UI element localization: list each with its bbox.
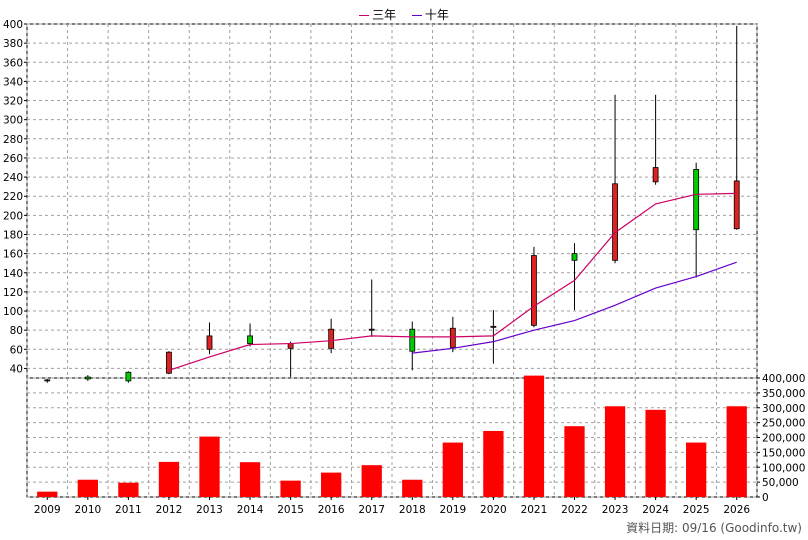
volume-tick-label: 400,000 (762, 373, 805, 385)
candle-body (449, 327, 456, 348)
candle-body (166, 351, 172, 374)
volume-tick-label: 300,000 (762, 403, 805, 415)
x-tick-label: 2012 (156, 504, 183, 516)
candle-body (490, 325, 497, 328)
volume-bar (604, 406, 626, 497)
x-tick-label: 2025 (683, 504, 710, 516)
legend-item-ma10: 十年 (411, 6, 449, 23)
x-tick-label: 2022 (561, 504, 588, 516)
legend-label-ma10: 十年 (424, 8, 449, 22)
volume-tick-label: 150,000 (762, 447, 805, 459)
volume-bar (239, 462, 261, 497)
candle-body (571, 253, 578, 261)
x-tick-label: 2026 (723, 504, 750, 516)
x-tick-label: 2013 (196, 504, 223, 516)
price-tick-label: 360 (3, 57, 23, 69)
x-tick-label: 2009 (34, 504, 61, 516)
volume-bar (645, 409, 666, 497)
x-tick-label: 2018 (399, 504, 426, 516)
x-tick-label: 2021 (521, 504, 548, 516)
volume-tick-label: 250,000 (762, 418, 805, 430)
price-tick-label: 320 (3, 96, 23, 108)
candle-body (368, 328, 375, 331)
price-tick-label: 240 (3, 172, 23, 184)
x-tick-label: 2011 (115, 504, 142, 516)
volume-tick-label: 200,000 (762, 433, 805, 445)
ma3-line (168, 192, 737, 371)
price-tick-label: 220 (3, 191, 23, 203)
volume-tick-label: 50,000 (762, 477, 799, 489)
volume-bar (37, 491, 58, 497)
candle-body (44, 379, 51, 382)
price-tick-label: 100 (3, 306, 23, 318)
volume-bar (523, 375, 545, 497)
volume-tick-label: 100,000 (762, 462, 805, 474)
legend-label-ma3: 三年 (372, 8, 397, 22)
price-tick-label: 340 (3, 76, 23, 88)
x-tick-label: 2019 (439, 504, 466, 516)
volume-bar (686, 442, 707, 497)
price-tick-label: 160 (3, 249, 23, 261)
volume-bar (77, 479, 98, 497)
candle-body (612, 183, 618, 261)
volume-tick-label: 350,000 (762, 388, 805, 400)
x-tick-label: 2024 (642, 504, 669, 516)
price-tick-label: 40 (10, 363, 23, 375)
candle-body (531, 255, 537, 326)
legend-item-ma3: 三年 (359, 6, 396, 23)
volume-bar (280, 480, 301, 497)
volume-bar (361, 465, 382, 497)
price-tick-label: 300 (3, 115, 23, 127)
x-tick-label: 2016 (318, 504, 345, 516)
volume-bar (564, 426, 585, 497)
price-tick-label: 180 (3, 229, 23, 241)
chart-legend: 三年 十年 (0, 6, 808, 23)
x-tick-label: 2017 (358, 504, 385, 516)
volume-bar (199, 436, 220, 497)
candle-body (287, 343, 294, 349)
volume-bar (483, 430, 504, 497)
candle-body (652, 167, 659, 183)
candle-body (328, 328, 335, 349)
x-tick-label: 2014 (237, 504, 264, 516)
x-tick-label: 2023 (602, 504, 629, 516)
price-tick-label: 380 (3, 38, 23, 50)
candle-body (247, 335, 253, 344)
candle-body (693, 169, 700, 231)
x-tick-label: 2010 (74, 504, 101, 516)
volume-bar (118, 482, 139, 497)
x-tick-label: 2020 (480, 504, 507, 516)
price-tick-label: 80 (10, 325, 23, 337)
price-tick-label: 200 (3, 210, 23, 222)
candle-body (733, 180, 740, 230)
candle-body (84, 376, 91, 380)
volume-bar (402, 479, 423, 497)
volume-tick-label: 0 (762, 492, 769, 504)
volume-bar (726, 406, 747, 497)
candle-body (206, 335, 213, 350)
x-tick-label: 2015 (277, 504, 304, 516)
price-tick-label: 260 (3, 153, 23, 165)
candle-body (125, 371, 132, 382)
price-tick-label: 140 (3, 268, 23, 280)
price-tick-label: 120 (3, 287, 23, 299)
volume-bar (442, 442, 463, 497)
candle-body (409, 328, 416, 352)
volume-bar (321, 472, 342, 497)
source-label: 資料日期: 09/16 (Goodinfo.tw) (626, 521, 802, 535)
price-tick-label: 400 (3, 19, 23, 31)
price-tick-label: 60 (10, 344, 23, 356)
ma10-line (412, 261, 737, 354)
volume-bar (158, 461, 180, 497)
price-tick-label: 280 (3, 134, 23, 146)
